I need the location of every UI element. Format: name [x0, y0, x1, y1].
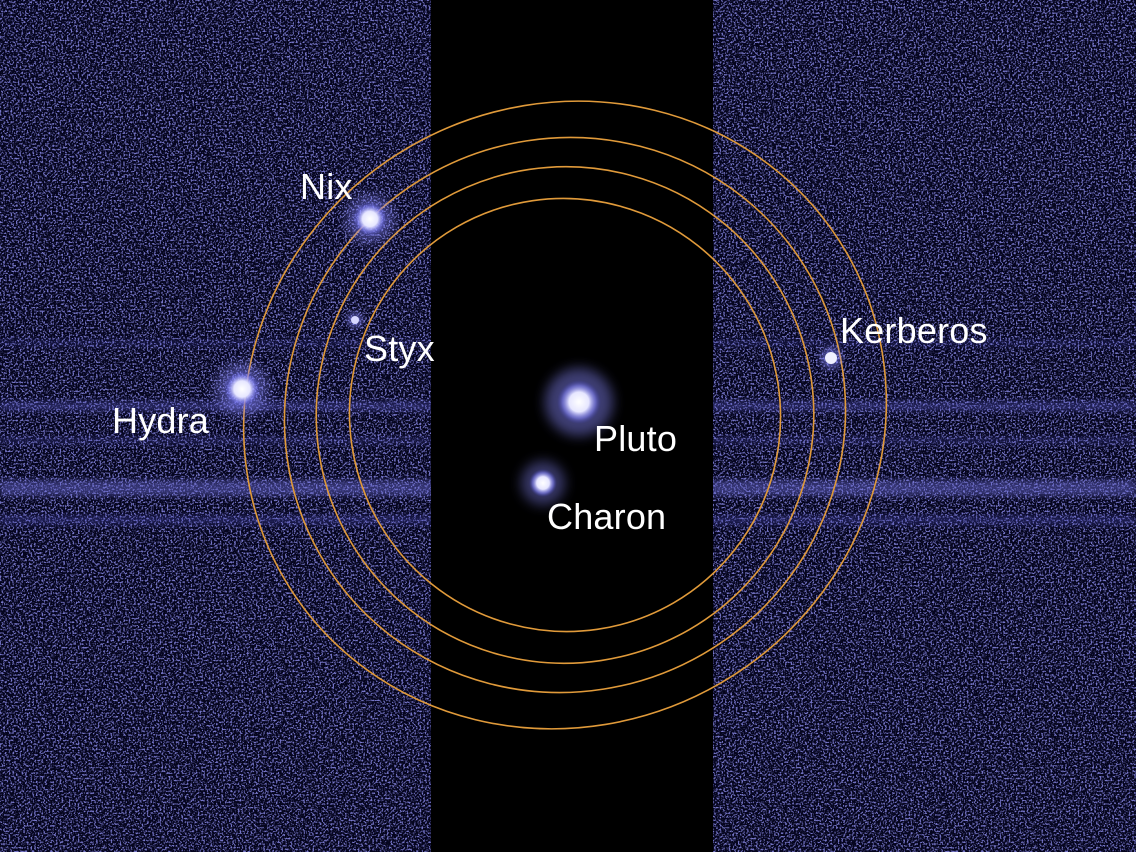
orbit-styx — [348, 197, 782, 633]
pluto-body — [545, 368, 613, 436]
nix-body — [346, 195, 394, 243]
label-pluto: Pluto — [594, 418, 678, 459]
charon-body — [521, 461, 565, 505]
label-kerberos: Kerberos — [840, 310, 988, 351]
orbit-kerberos — [283, 136, 847, 694]
label-hydra: Hydra — [112, 400, 210, 441]
orbit-nix — [315, 165, 815, 665]
bodies — [216, 195, 842, 505]
label-nix: Nix — [300, 166, 353, 207]
label-styx: Styx — [364, 328, 435, 369]
hydra-body — [216, 363, 268, 415]
label-charon: Charon — [547, 496, 667, 537]
orbit-hydra — [242, 100, 888, 730]
orbit-rings — [242, 100, 888, 730]
kerberos-body — [820, 347, 842, 369]
styx-body — [347, 312, 363, 328]
